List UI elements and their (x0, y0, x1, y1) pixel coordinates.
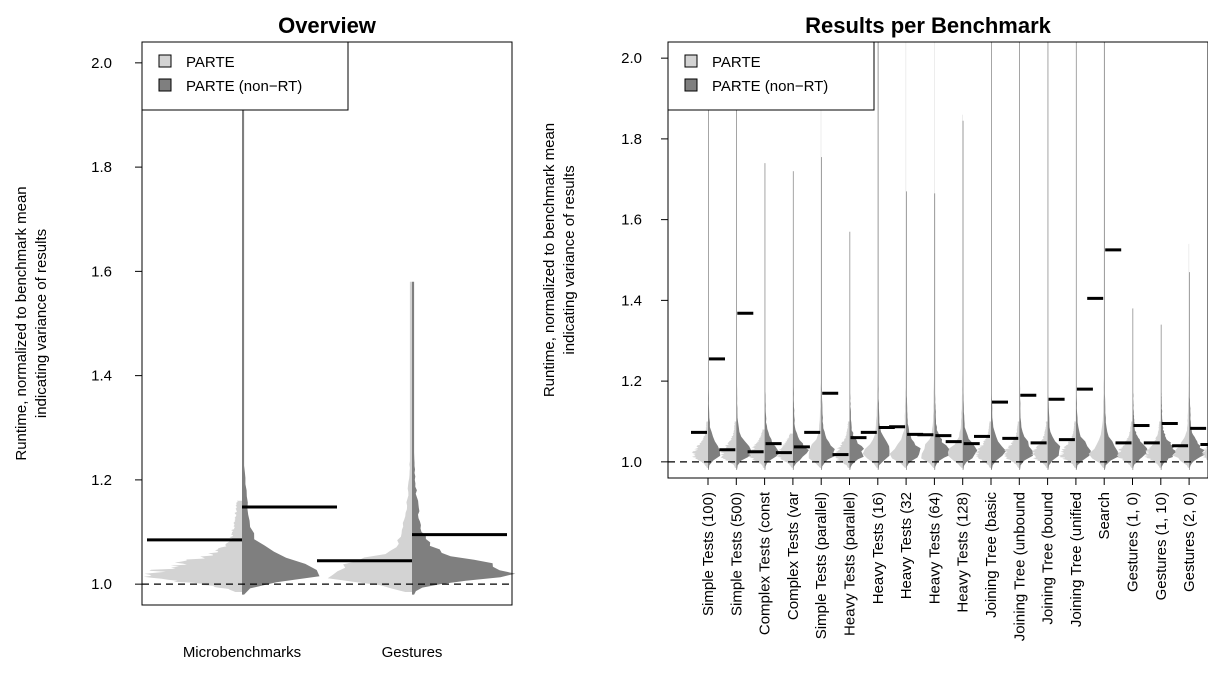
chart-panel-1: Overview Runtime, normalized to benchmark… (13, 13, 516, 661)
y-tick-label: 2.0 (91, 55, 112, 72)
violin-parte-non-rt (792, 171, 809, 470)
chart-title: Overview (278, 13, 377, 38)
x-tick-label: Simple Tests (100) (700, 492, 717, 616)
y-axis-label-line: indicating variance of results (561, 165, 578, 354)
violin-parte-non-rt (1189, 272, 1206, 470)
violin-parte-non-rt (412, 281, 516, 595)
violin-parte-non-rt (242, 42, 320, 595)
y-axis-label-line: Runtime, normalized to benchmark mean (541, 123, 558, 397)
violin-parte-non-rt (962, 120, 978, 470)
x-tick-label: Gestures (1, 0) (1125, 492, 1142, 592)
violin-parte-non-rt (1075, 42, 1091, 470)
violin-parte-non-rt (849, 231, 864, 470)
legend-swatch (684, 78, 698, 92)
violin-parte-non-rt (1047, 42, 1061, 470)
violin-parte (327, 281, 412, 592)
y-tick-label: 1.2 (621, 373, 642, 390)
violin-parte (775, 433, 793, 468)
plot-frame (667, 41, 1208, 479)
violin-parte-non-rt (1104, 42, 1120, 470)
x-tick-label: Joining Tree (bound (1040, 492, 1057, 625)
x-tick-label: Simple Tests (500) (728, 492, 745, 616)
violin-parte-non-rt (1132, 308, 1148, 470)
violin-parte (747, 429, 765, 468)
violin-parte (1088, 42, 1105, 468)
violin-parte (1030, 421, 1048, 468)
x-tick-label: Heavy Tests (32 (898, 492, 915, 599)
legend-label: PARTE (non−RT) (186, 78, 302, 95)
x-tick-label: Complex Tests (var (785, 492, 802, 620)
violin-parte (1172, 243, 1190, 468)
legend-label: PARTE (712, 54, 761, 71)
violin-parte-non-rt (991, 42, 1006, 470)
chart-title: Results per Benchmark (805, 13, 1052, 38)
y-tick-label: 1.6 (91, 263, 112, 280)
x-tick-label: Heavy Tests (parallel) (842, 492, 859, 636)
violin-parte (720, 421, 737, 468)
y-tick-label: 1.6 (621, 212, 642, 229)
violin-parte-non-rt (1019, 42, 1033, 470)
legend-swatch (158, 78, 172, 92)
y-tick-label: 1.8 (91, 159, 112, 176)
legend: PARTE PARTE (non−RT) (141, 41, 349, 111)
violin-parte (889, 42, 907, 468)
y-tick-label: 2.0 (621, 50, 642, 67)
violin-parte-non-rt (934, 193, 952, 470)
violin-parte (862, 42, 878, 468)
x-tick-label: Simple Tests (parallel) (813, 492, 830, 639)
violin-parte (1058, 421, 1076, 468)
violin-parte (833, 421, 850, 468)
violin-parte (143, 500, 242, 592)
violin-parte-non-rt (821, 157, 835, 470)
y-axis-label-line: indicating variance of results (33, 229, 50, 418)
y-tick-label: 1.2 (91, 472, 112, 489)
x-tick-label: Heavy Tests (64) (926, 492, 943, 604)
plot-frame (141, 41, 513, 606)
x-tick-label: Joining Tree (basic (983, 492, 1000, 618)
legend-label: PARTE (non−RT) (712, 78, 828, 95)
violin-parte-non-rt (708, 42, 721, 470)
violin-parte (691, 421, 708, 468)
chart-panel-2: Results per Benchmark Runtime, normalized… (541, 13, 1208, 641)
violin-parte-non-rt (906, 191, 921, 470)
violin-parte (1003, 421, 1020, 468)
x-tick-label: Complex Tests (const (757, 491, 774, 635)
x-tick-label: Gestures (382, 644, 443, 661)
y-tick-label: 1.8 (621, 131, 642, 148)
violin-parte-non-rt (764, 163, 780, 470)
legend-swatch (684, 54, 698, 68)
y-tick-label: 1.4 (91, 368, 112, 385)
legend-box (141, 41, 349, 111)
legend-label: PARTE (186, 54, 235, 71)
y-tick-label: 1.4 (621, 292, 642, 309)
y-tick-label: 1.0 (91, 576, 112, 593)
x-tick-label: Heavy Tests (128) (955, 492, 972, 613)
x-tick-label: Gestures (1, 10) (1153, 492, 1170, 600)
violin-parte (921, 42, 935, 468)
violin-parte-non-rt (1160, 324, 1176, 470)
violin-parte (1143, 421, 1161, 468)
violin-parte-non-rt (877, 42, 890, 470)
violin-parte (808, 42, 822, 468)
y-axis-label-line: Runtime, normalized to benchmark mean (13, 186, 30, 460)
x-tick-label: Search (1096, 492, 1113, 540)
x-tick-label: Microbenchmarks (183, 644, 301, 661)
violin-parte (1201, 445, 1208, 461)
violin-parte (1116, 421, 1133, 468)
violin-parte (974, 421, 991, 468)
violin-parte (947, 114, 963, 468)
y-tick-label: 1.0 (621, 454, 642, 471)
x-tick-label: Gestures (2, 0) (1181, 492, 1198, 592)
legend: PARTE PARTE (non−RT) (667, 41, 875, 111)
violin-parte-non-rt (736, 42, 752, 470)
legend-swatch (158, 54, 172, 68)
x-tick-label: Heavy Tests (16) (870, 492, 887, 604)
x-tick-label: Joining Tree (unified (1068, 492, 1085, 627)
legend-box (667, 41, 875, 111)
x-tick-label: Joining Tree (unbound (1011, 492, 1028, 641)
